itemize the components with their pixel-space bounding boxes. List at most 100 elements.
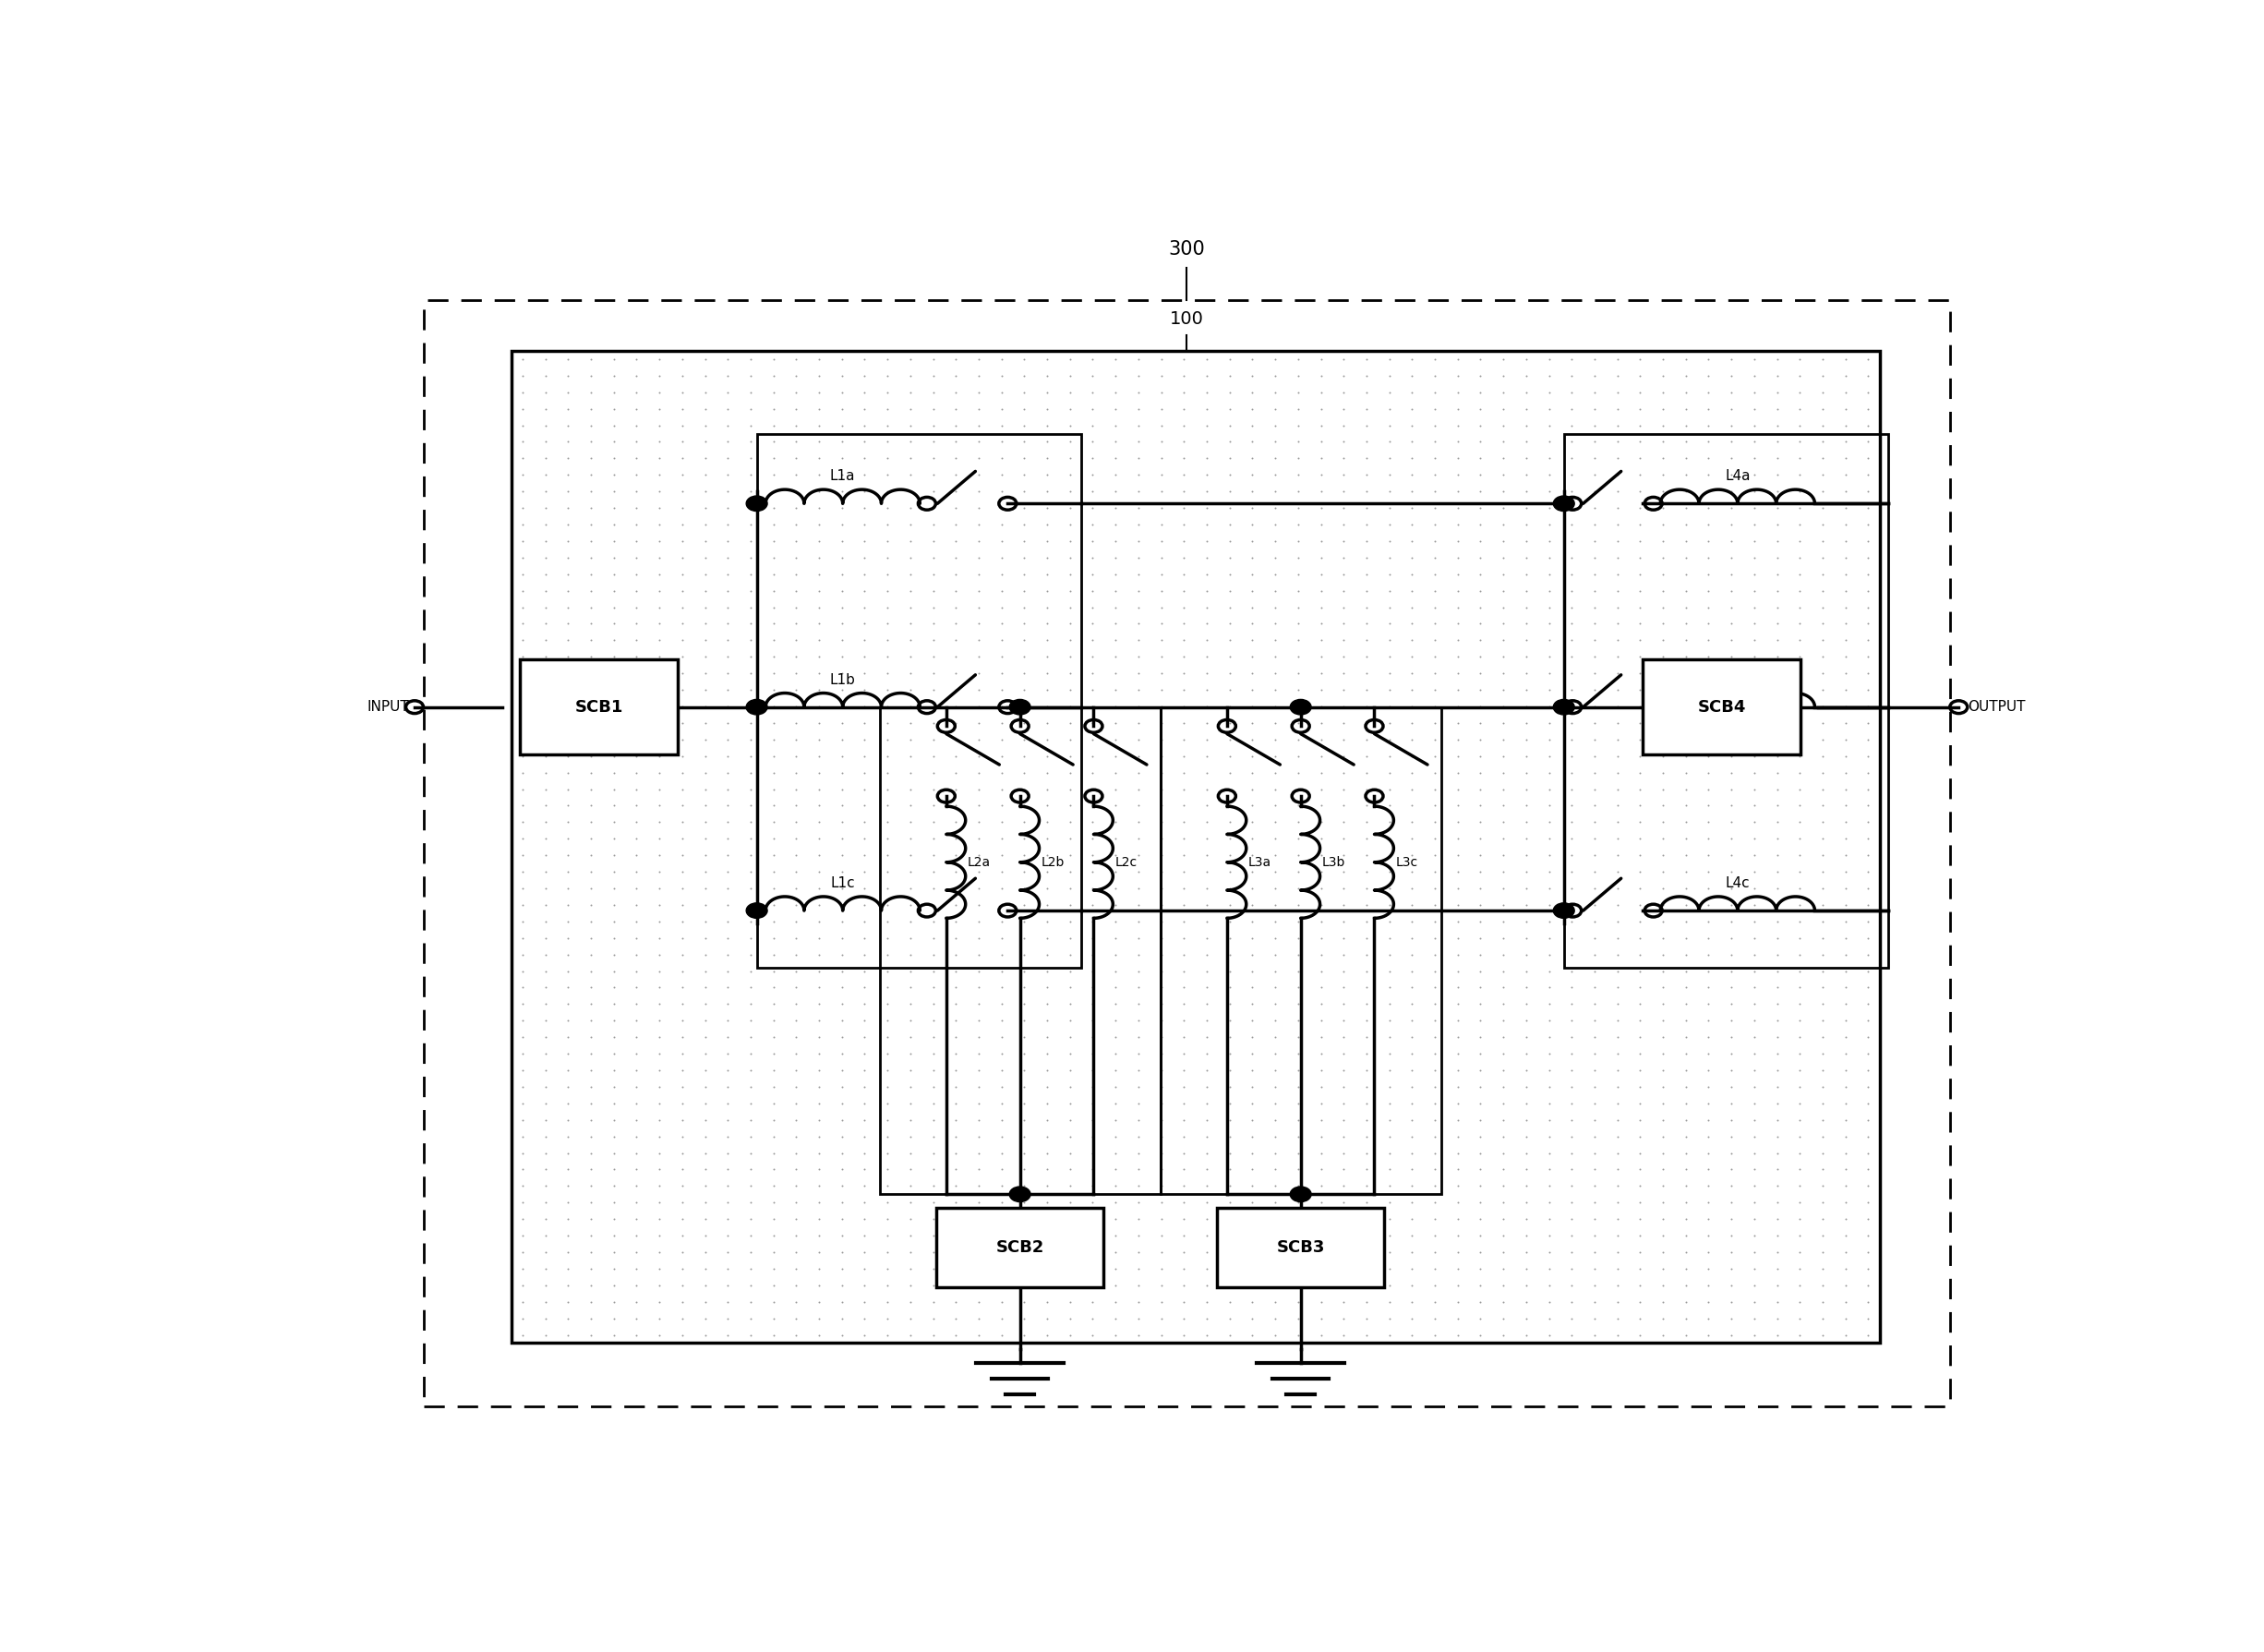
Point [1576,1305,1612,1332]
Point [709,876,745,902]
Point [1553,809,1589,836]
Point [734,760,770,786]
Point [1279,925,1315,952]
Point [1827,628,1863,654]
Point [1485,843,1521,869]
Point [663,1090,700,1117]
Point [618,859,654,885]
Point [1440,428,1476,454]
Point [1053,1222,1089,1249]
Point [1463,975,1499,1001]
Point [505,1057,541,1084]
Point [1121,477,1157,504]
Point [1576,644,1612,671]
Point [801,1222,838,1249]
Point [1782,1173,1818,1199]
Point [641,727,677,753]
Point [1143,378,1180,405]
Point [779,578,815,605]
Point [1850,876,1886,902]
Point [915,395,951,421]
Point [1598,661,1635,687]
Point [734,345,770,372]
Point [937,677,974,704]
Point [1827,1206,1863,1232]
Point [1417,809,1453,836]
Point [847,1206,883,1232]
Point [1736,793,1773,819]
Point [1372,1189,1408,1216]
Point [663,1256,700,1282]
Point [1598,644,1635,671]
Point [824,843,860,869]
Point [1143,545,1180,572]
Point [1508,1272,1544,1298]
Point [528,345,564,372]
Point [1714,727,1750,753]
Bar [521,659,677,755]
Point [595,644,632,671]
Point [801,1008,838,1034]
Point [595,1090,632,1117]
Point [686,411,722,438]
Point [1646,529,1682,555]
Point [869,677,906,704]
Point [505,826,541,852]
Point [686,826,722,852]
Point [1211,428,1247,454]
Point [1005,461,1041,487]
Point [1598,1222,1635,1249]
Point [1530,628,1567,654]
Point [709,1189,745,1216]
Point [756,477,792,504]
Point [779,1041,815,1067]
Point [1257,1256,1293,1282]
Point [1030,1173,1066,1199]
Point [824,1189,860,1216]
Point [1598,529,1635,555]
Point [824,942,860,968]
Point [1257,1057,1293,1084]
Point [1279,1107,1315,1133]
Point [1553,562,1589,588]
Point [505,843,541,869]
Point [1053,776,1089,803]
Point [869,1123,906,1150]
Point [892,1074,928,1100]
Point [756,611,792,638]
Point [1736,611,1773,638]
Point [595,428,632,454]
Point [1211,1173,1247,1199]
Point [1075,1041,1112,1067]
Point [1598,395,1635,421]
Point [595,710,632,737]
Point [595,1322,632,1348]
Point [801,975,838,1001]
Point [1143,644,1180,671]
Point [1189,826,1225,852]
Point [1395,562,1431,588]
Point [618,975,654,1001]
Point [1098,1074,1134,1100]
Point [641,1305,677,1332]
Point [686,1041,722,1067]
Point [1279,1305,1315,1332]
Point [528,461,564,487]
Point [1417,958,1453,985]
Point [1324,876,1361,902]
Point [1508,743,1544,770]
Point [1576,694,1612,720]
Point [1804,545,1841,572]
Point [1005,991,1041,1018]
Point [1075,661,1112,687]
Point [1850,1107,1886,1133]
Point [618,428,654,454]
Point [1576,776,1612,803]
Point [1782,1090,1818,1117]
Point [756,661,792,687]
Point [1440,991,1476,1018]
Point [1714,1272,1750,1298]
Point [1189,444,1225,471]
Point [1782,958,1818,985]
Point [1234,428,1270,454]
